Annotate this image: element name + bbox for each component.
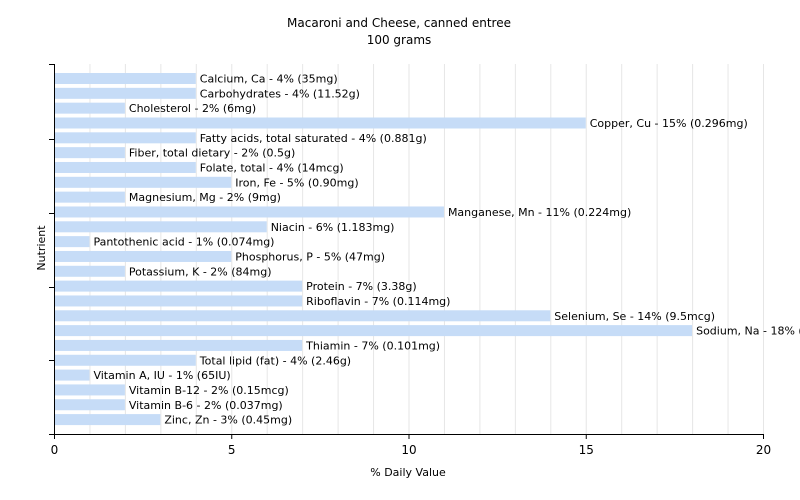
bar — [54, 354, 196, 366]
bar-label: Copper, Cu - 15% (0.296mg) — [590, 117, 748, 130]
bar-label: Thiamin - 7% (0.101mg) — [305, 339, 440, 352]
x-tick-label: 0 — [51, 443, 59, 457]
bar-label: Pantothenic acid - 1% (0.074mg) — [93, 236, 274, 249]
x-axis-title: % Daily Value — [370, 466, 446, 479]
bar-label: Niacin - 6% (1.183mg) — [271, 221, 395, 234]
bar-label: Selenium, Se - 14% (9.5mcg) — [554, 310, 715, 323]
bar — [54, 161, 196, 173]
x-tick-label: 15 — [579, 443, 594, 457]
x-tick-label: 10 — [401, 443, 416, 457]
bar-layer: Calcium, Ca - 4% (35mg)Carbohydrates - 4… — [54, 73, 800, 427]
bar-label: Vitamin B-6 - 2% (0.037mg) — [129, 399, 283, 412]
bar-label: Potassium, K - 2% (84mg) — [129, 265, 272, 278]
bar-label: Carbohydrates - 4% (11.52g) — [200, 87, 360, 100]
bar — [54, 250, 232, 262]
bar — [54, 265, 125, 277]
axis-layer: 0 5 10 15 20 — [49, 64, 771, 457]
bar — [54, 147, 125, 159]
bar-label: Magnesium, Mg - 2% (9mg) — [129, 191, 281, 204]
bar-label: Total lipid (fat) - 4% (2.46g) — [199, 354, 351, 367]
chart-subtitle: 100 grams — [367, 33, 432, 47]
bar-label: Riboflavin - 7% (0.114mg) — [306, 295, 450, 308]
bar — [54, 132, 196, 144]
bar — [54, 221, 267, 233]
bar — [54, 414, 161, 426]
bar-label: Folate, total - 4% (14mcg) — [200, 161, 344, 174]
bar-label: Protein - 7% (3.38g) — [306, 280, 417, 293]
bar-label: Cholesterol - 2% (6mg) — [129, 102, 256, 115]
bar-label: Vitamin A, IU - 1% (65IU) — [93, 369, 230, 382]
bar — [54, 369, 90, 381]
bar — [54, 339, 303, 351]
bar-label: Manganese, Mn - 11% (0.224mg) — [448, 206, 631, 219]
bar — [54, 191, 125, 203]
bar-label: Iron, Fe - 5% (0.90mg) — [235, 176, 358, 189]
bar-label: Sodium, Na - 18% (421mg) — [696, 325, 800, 338]
bar-label: Phosphorus, P - 5% (47mg) — [235, 250, 385, 263]
bar — [54, 295, 303, 307]
bar-label: Fatty acids, total saturated - 4% (0.881… — [200, 132, 427, 145]
bar — [54, 236, 90, 248]
bar — [54, 73, 196, 84]
x-tick-label: 20 — [756, 443, 771, 457]
bar-label: Zinc, Zn - 3% (0.45mg) — [164, 414, 292, 427]
bar — [54, 384, 125, 396]
x-tick-label: 5 — [228, 443, 236, 457]
bar-label: Fiber, total dietary - 2% (0.5g) — [129, 147, 295, 160]
bar — [54, 325, 693, 337]
bar — [54, 310, 551, 322]
bar — [54, 102, 125, 114]
y-axis-title: Nutrient — [35, 225, 48, 271]
bar — [54, 280, 303, 292]
bar — [54, 117, 586, 129]
bar-label: Calcium, Ca - 4% (35mg) — [200, 73, 338, 86]
bar — [54, 399, 125, 411]
bar — [54, 176, 232, 188]
bar — [54, 206, 444, 218]
chart-title: Macaroni and Cheese, canned entree — [287, 16, 511, 30]
bar-label: Vitamin B-12 - 2% (0.15mcg) — [129, 384, 289, 397]
bar — [54, 87, 196, 99]
